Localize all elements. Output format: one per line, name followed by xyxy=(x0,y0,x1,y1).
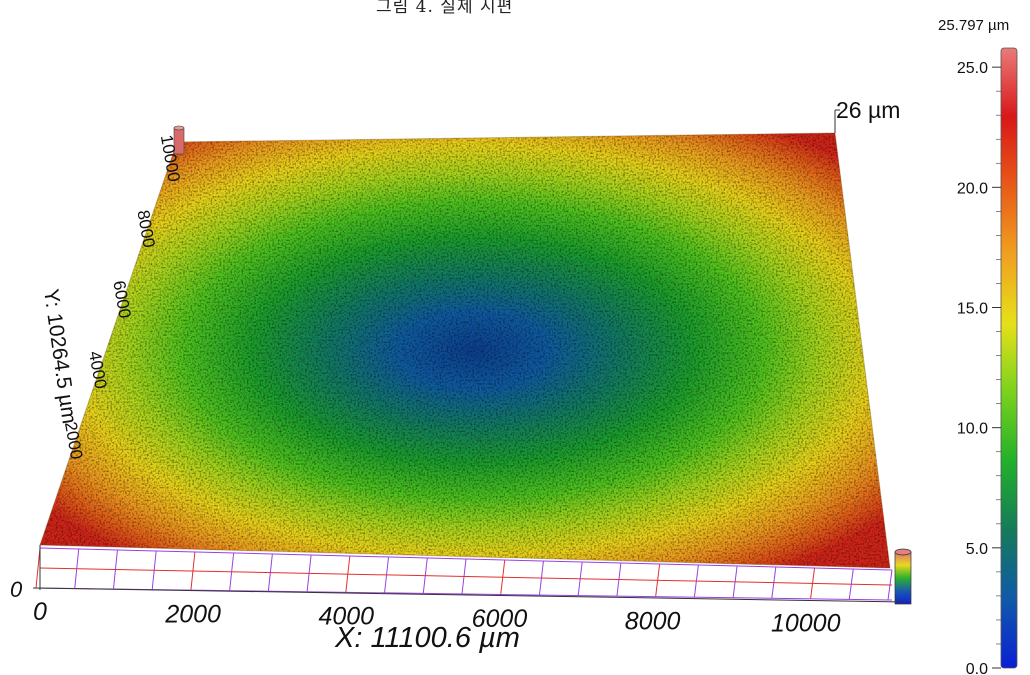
corner-posts xyxy=(173,109,912,605)
colorbar-ticks: 0.0 5.0 10.0 15.0 20.0 25.0 xyxy=(957,60,1001,675)
colorbar-tick-label: 5.0 xyxy=(966,541,988,558)
axis-lines xyxy=(32,545,906,603)
x-axis-ticks: 0 2000 4000 6000 8000 10000 xyxy=(33,598,841,638)
colorbar-tick-label: 20.0 xyxy=(957,180,988,197)
colorbar-bar xyxy=(1000,47,1018,669)
figure-caption: 그림 4. 실제 시편 xyxy=(376,0,514,17)
colorbar-max-label: 25.797 µm xyxy=(938,17,1010,34)
x-tick-label: 6000 xyxy=(472,605,528,633)
z-axis-label: 26 µm xyxy=(836,97,900,123)
floor-grid-line xyxy=(39,567,893,586)
colorbar-tick-label: 10.0 xyxy=(957,421,988,438)
colorbar-tick-label: 15.0 xyxy=(957,300,988,317)
z-tick-0: 0 xyxy=(10,577,23,602)
floor-grid-line xyxy=(35,547,41,589)
colorbar-tick-label: 0.0 xyxy=(966,661,988,675)
x-tick-label: 2000 xyxy=(164,600,221,628)
x-tick-label: 4000 xyxy=(318,603,374,631)
x-axis-label: X: 11100.6 µm xyxy=(334,622,520,654)
x-tick-label: 8000 xyxy=(625,607,681,635)
x-tick-label: 0 xyxy=(33,598,47,626)
post-front-right xyxy=(894,551,912,605)
colorbar-tick-label: 25.0 xyxy=(957,60,988,77)
colorbar: 0.0 5.0 10.0 15.0 20.0 25.0 xyxy=(957,47,1018,675)
y-axis-label: Y: 10264.5 µm xyxy=(39,287,81,425)
x-tick-label: 10000 xyxy=(771,610,841,638)
floor-grid-line xyxy=(39,547,893,571)
surface xyxy=(39,132,891,569)
floor-grid xyxy=(35,547,893,601)
